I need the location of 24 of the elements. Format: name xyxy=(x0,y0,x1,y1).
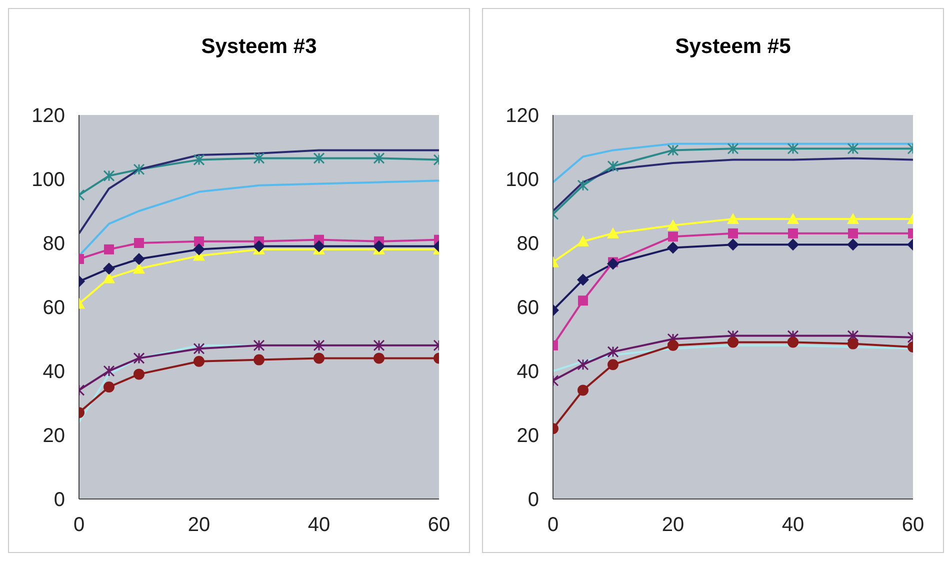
y-tick-label: 40 xyxy=(516,361,539,384)
chart-title: Systeem #3 xyxy=(200,34,318,60)
y-tick-label: 120 xyxy=(506,105,539,128)
x-tick-label: 20 xyxy=(188,514,210,536)
x-tick-label: 40 xyxy=(308,514,330,536)
y-tick-label: 100 xyxy=(506,169,539,192)
y-tick-label: 20 xyxy=(516,425,539,448)
x-tick-label: 0 xyxy=(547,514,559,536)
x-tick-label: 40 xyxy=(782,514,804,536)
y-tick-label: 80 xyxy=(516,233,539,256)
y-tick-label: 60 xyxy=(42,297,65,320)
y-tick-label: 0 xyxy=(54,489,65,512)
x-tick-label: 0 xyxy=(73,514,85,536)
y-tick-label: 40 xyxy=(42,361,65,384)
y-tick-label: 0 xyxy=(528,489,539,512)
y-tick-label: 20 xyxy=(42,425,65,448)
x-tick-label: 60 xyxy=(902,514,924,536)
x-tick-label: 60 xyxy=(428,514,450,536)
y-tick-label: 80 xyxy=(42,233,65,256)
y-tick-label: 100 xyxy=(32,169,65,192)
y-tick-label: 120 xyxy=(32,105,65,128)
chart-title: Systeem #5 xyxy=(674,34,792,60)
x-tick-label: 20 xyxy=(662,514,684,536)
y-tick-label: 60 xyxy=(516,297,539,320)
